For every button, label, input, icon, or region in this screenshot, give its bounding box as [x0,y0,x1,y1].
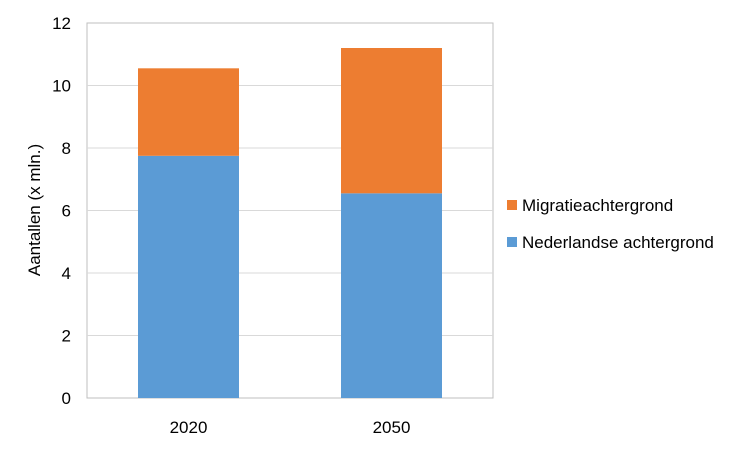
x-tick-label: 2050 [373,418,411,437]
y-tick-label: 10 [52,77,71,96]
y-tick-label: 2 [62,327,71,346]
legend-swatch [507,200,517,210]
bars [138,48,442,398]
y-tick-label: 0 [62,389,71,408]
y-axis-tick-labels: 0 2 4 6 8 10 12 [52,14,71,408]
y-tick-label: 4 [62,264,71,283]
x-tick-label: 2020 [170,418,208,437]
bar-2050-nederlandse-achtergrond [341,193,442,398]
y-tick-label: 8 [62,139,71,158]
y-tick-label: 12 [52,14,71,33]
bar-2050-migratieachtergrond [341,48,442,194]
y-tick-label: 6 [62,202,71,221]
bar-2020-migratieachtergrond [138,68,239,156]
y-axis-title: Aantallen (x mln.) [25,144,44,276]
legend-swatch [507,237,517,247]
legend-label: Nederlandse achtergrond [522,233,714,252]
legend: Migratieachtergrond Nederlandse achtergro… [507,196,714,252]
x-axis-tick-labels: 2020 2050 [170,418,411,437]
bar-2020-nederlandse-achtergrond [138,155,239,398]
legend-label: Migratieachtergrond [522,196,673,215]
